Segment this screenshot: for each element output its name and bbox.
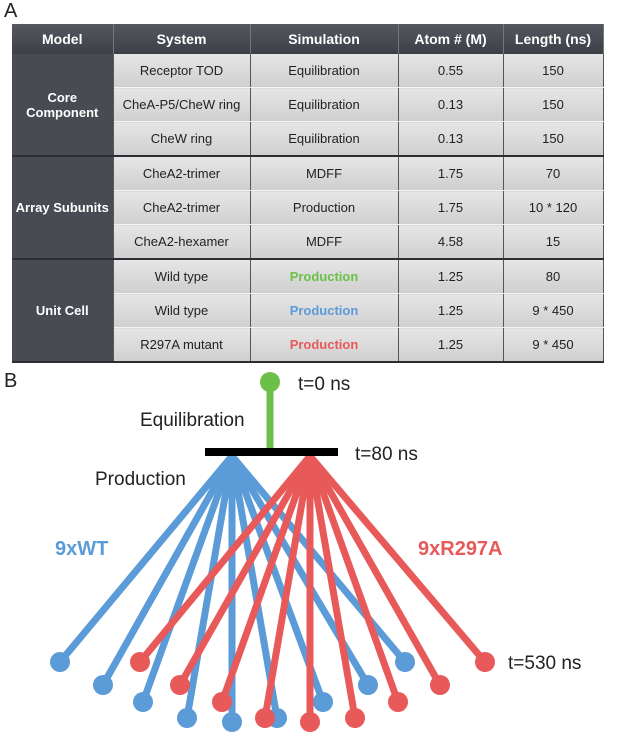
wt-node bbox=[358, 675, 378, 695]
wt-node bbox=[313, 692, 333, 712]
wt-node bbox=[133, 692, 153, 712]
wt-branch bbox=[99, 454, 236, 687]
mutant-branch bbox=[306, 454, 444, 687]
table-cell: Production bbox=[250, 293, 399, 328]
table-cell: Equilibration bbox=[250, 121, 399, 157]
panel-label: B bbox=[4, 370, 18, 392]
wt-branch bbox=[139, 454, 236, 704]
table-row: Array Subunits CheA2-trimer MDFF 1.75 70 bbox=[12, 156, 604, 260]
table-cell: R297A mutant bbox=[113, 327, 251, 363]
mutant-node bbox=[255, 708, 275, 728]
table-cell: CheA2-trimer bbox=[113, 190, 251, 225]
table-cell: Wild type bbox=[113, 259, 251, 294]
column-header: Length (ns) bbox=[503, 24, 604, 54]
table-cell: 1.25 bbox=[398, 327, 504, 363]
header-row: Model System Simulation Atom # (M) Length (n… bbox=[12, 24, 604, 54]
mutant-node bbox=[170, 675, 190, 695]
table-cell: CheA2-trimer bbox=[113, 156, 251, 191]
table-row: R297A mutant Production 1.25 9 * 450 bbox=[12, 327, 604, 363]
start-node bbox=[260, 372, 280, 392]
table-cell: MDFF bbox=[250, 156, 399, 191]
mutant-node bbox=[345, 708, 365, 728]
equilibration-label: Equilibration bbox=[140, 410, 245, 431]
mutant-branch bbox=[261, 455, 314, 719]
table-cell: 70 bbox=[503, 156, 604, 191]
table-row: CheW ring Equilibration 0.13 150 bbox=[12, 121, 604, 157]
table-cell: 150 bbox=[503, 54, 604, 88]
simulation-table: Model System Simulation Atom # (M) Length (n… bbox=[12, 24, 604, 363]
mutant-branch bbox=[306, 454, 402, 704]
table-cell: 150 bbox=[503, 87, 604, 122]
table-cell: 1.75 bbox=[398, 156, 504, 191]
table-cell: CheA2-hexamer bbox=[113, 224, 251, 260]
wt-node bbox=[222, 712, 242, 732]
wt-branch bbox=[229, 453, 408, 665]
table-cell: Receptor TOD bbox=[113, 54, 251, 88]
wt-label: 9xWT bbox=[55, 538, 108, 560]
column-header: Simulation bbox=[250, 24, 399, 54]
table-cell: Production bbox=[250, 259, 399, 294]
table-cell: Production bbox=[250, 190, 399, 225]
model-cell: Core Component bbox=[12, 54, 114, 157]
mutant-branch bbox=[307, 453, 488, 665]
wt-node bbox=[50, 652, 70, 672]
table-cell: CheW ring bbox=[113, 121, 251, 157]
mutant-branch bbox=[306, 455, 359, 719]
mutant-branch bbox=[137, 453, 313, 665]
mutant-node bbox=[388, 692, 408, 712]
table-cell: CheA-P5/CheW ring bbox=[113, 87, 251, 122]
table-cell: 1.75 bbox=[398, 190, 504, 225]
table-cell: Equilibration bbox=[250, 54, 399, 88]
table-row: CheA2-hexamer MDFF 4.58 15 bbox=[12, 224, 604, 260]
table-cell: 1.25 bbox=[398, 293, 504, 328]
wt-branch bbox=[183, 455, 236, 719]
panel-label: A bbox=[4, 0, 18, 22]
start-time: t=0 ns bbox=[298, 374, 350, 395]
table-row: Unit Cell Wild type Production 1.25 80 bbox=[12, 259, 604, 363]
table-cell: 0.13 bbox=[398, 121, 504, 157]
table-cell: 9 * 450 bbox=[503, 327, 604, 363]
mutant-branch bbox=[218, 454, 314, 704]
table-row: Core Component Receptor TOD Equilibration 0… bbox=[12, 54, 604, 157]
mutant-branch bbox=[176, 454, 314, 687]
table-row: Wild type Production 1.25 9 * 450 bbox=[12, 293, 604, 328]
table-cell: Equilibration bbox=[250, 87, 399, 122]
table-cell: 9 * 450 bbox=[503, 293, 604, 328]
table-cell: 15 bbox=[503, 224, 604, 260]
table-cell: 1.25 bbox=[398, 259, 504, 294]
table-cell: Production bbox=[250, 327, 399, 363]
table-cell: MDFF bbox=[250, 224, 399, 260]
table-cell: 10 * 120 bbox=[503, 190, 604, 225]
column-header: Atom # (M) bbox=[398, 24, 504, 54]
mutant-node bbox=[430, 675, 450, 695]
wt-branch bbox=[57, 453, 235, 665]
branch-time: t=80 ns bbox=[355, 444, 418, 465]
model-cell: Unit Cell bbox=[12, 259, 114, 363]
production-label: Production bbox=[95, 469, 186, 490]
table-cell: Wild type bbox=[113, 293, 251, 328]
column-header: System bbox=[113, 24, 251, 54]
table-cell: 0.55 bbox=[398, 54, 504, 88]
table-cell: 0.13 bbox=[398, 87, 504, 122]
table-row: CheA-P5/CheW ring Equilibration 0.13 150 bbox=[12, 87, 604, 122]
column-header: Model bbox=[12, 24, 114, 54]
mutant-node bbox=[300, 712, 320, 732]
table-cell: 4.58 bbox=[398, 224, 504, 260]
table-row: CheA2-trimer Production 1.75 10 * 120 bbox=[12, 190, 604, 225]
wt-node bbox=[93, 675, 113, 695]
mutant-label: 9xR297A bbox=[418, 538, 503, 560]
mutant-node bbox=[212, 692, 232, 712]
mutant-node bbox=[130, 652, 150, 672]
table-cell: 150 bbox=[503, 121, 604, 157]
wt-node bbox=[395, 652, 415, 672]
mutant-node bbox=[475, 652, 495, 672]
wt-node bbox=[177, 708, 197, 728]
table-cell: 80 bbox=[503, 259, 604, 294]
model-cell: Array Subunits bbox=[12, 156, 114, 260]
end-time: t=530 ns bbox=[508, 653, 581, 674]
